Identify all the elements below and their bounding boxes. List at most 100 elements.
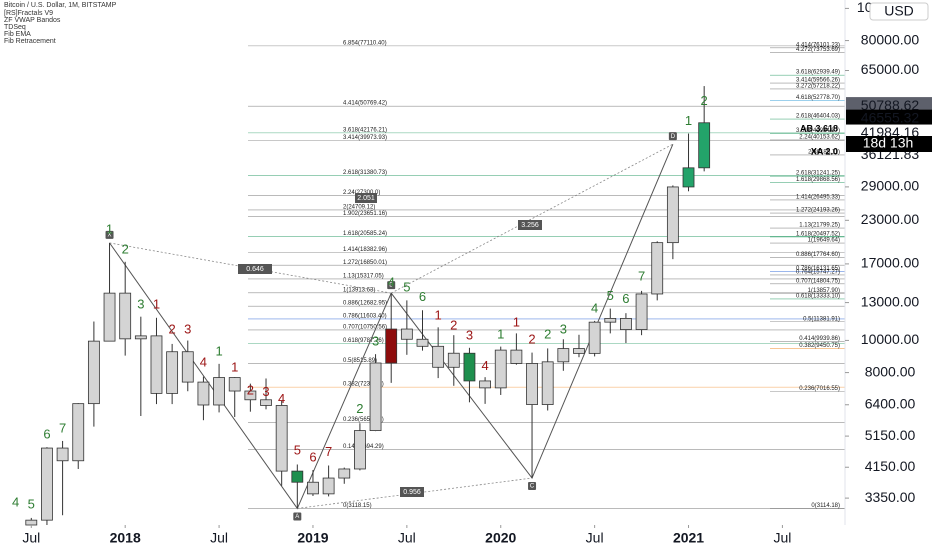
candle-body [447,352,460,368]
ab-badge: AB 3.618 [800,123,838,133]
fib-label: 0.707(14804.75) [796,278,840,284]
fib-label: 1.618(20585.24) [343,231,387,237]
pattern-point-label: A [295,514,299,520]
x-tick-label: 2018 [110,530,141,546]
legend-line: Fib Retracement [4,38,56,45]
y-tick-label: 5150.00 [865,427,916,443]
y-tick-label: 29000.00 [861,178,920,194]
td-count: 1 [106,221,113,236]
fib-label: 0.786(16131.65) [796,266,840,272]
candle-body [635,293,648,330]
candle-body [119,292,132,340]
td-count: 5 [403,279,410,294]
candle-body [463,352,476,382]
td-count: 6 [622,291,629,306]
td-count: 4 [200,354,207,369]
fib-label: 1(13857.90) [808,288,840,294]
candle-body [41,447,53,521]
pattern-point-box [387,281,396,290]
candle-body [557,348,570,363]
legend-line: ZF VWAP Bandos [4,17,61,24]
candle-body [166,351,179,394]
fib-label: 1.13(21799.25) [799,223,840,229]
y-tick-label: 13000.00 [861,293,920,309]
fib-label: 0.886(17764.60) [796,252,840,258]
fib-label: 0.707(10750.56) [343,325,387,331]
td-count: 3 [184,321,191,336]
candle-body [354,430,366,470]
candle-body [72,403,85,462]
td-count: 1 [497,326,504,341]
fib-label: 4.414(76101.23) [796,42,840,48]
y-tick-label: 10000.00 [861,331,920,347]
x-tick-label: Jul [586,530,604,546]
fib-label: 3.618(41984.97) [796,128,840,134]
td-count: 5 [294,443,301,458]
td-count: 4 [388,274,395,289]
candle-body [87,340,100,405]
fib-label: 1.618(29868.56) [796,177,840,183]
fib-label: 0.764(15747.27) [796,270,840,276]
timer-box [846,136,932,152]
candle-body [494,349,507,389]
x-tick-label: Jul [22,530,40,546]
td-count: 1 [685,113,692,128]
candle-body [416,338,429,347]
td-count: 6 [43,426,50,441]
td-count: 7 [59,420,66,435]
ratio-box [355,193,377,203]
td-count: 4 [591,300,598,315]
currency[interactable]: USD [884,3,914,19]
x-tick-label: 2020 [485,530,516,546]
candle-body [526,363,538,405]
td-count: 5 [28,497,35,512]
ratio-label: 0.646 [246,266,264,273]
pattern-point-label: X [108,232,112,238]
td-count: 7 [638,269,645,284]
candle-body [541,361,554,405]
x-tick-label: Jul [773,530,791,546]
fib-label: 1(13913.63) [343,287,375,293]
pattern-point-box [528,482,537,491]
candle-body [620,317,632,330]
fib-label: 4.618(52778.70) [796,95,840,101]
currency-box[interactable] [869,2,929,21]
candle-body [275,405,288,472]
candle-body [181,351,194,383]
timer: 18d 13h [863,135,914,151]
candle-body [25,519,38,526]
td-count: 1 [513,314,520,329]
x-tick-label: Jul [210,530,228,546]
pattern-ratio-line [297,477,533,509]
candle-body [432,345,445,368]
legend-line: [RS]Fractals V9 [4,10,53,17]
candle-body [682,167,695,188]
td-count: 1 [153,296,160,311]
fib-label: 0.5(11381.91) [803,316,840,322]
fib-label: 0.886(12682.95) [343,301,387,307]
candle-body [385,328,398,364]
fib-label: 1.13(15317.05) [343,274,384,280]
fib-label: 0(3114.18) [811,503,840,509]
candle-body [244,390,257,401]
plot-area: 6.854(77110.40) 4.414(50769.42) 3.618(4217… [12,40,845,526]
fib-label: 2.618(31241.25) [796,171,840,177]
fib-label: 0.236(7016.55) [799,386,840,392]
candle-body [134,335,147,340]
td-count: 7 [325,444,332,459]
ratio-box [518,220,542,230]
fib-label: 1.272(24193.26) [796,208,840,214]
fib-label: 0.618(9787.76) [343,338,384,344]
td-count: 3 [262,384,269,399]
candle-body [103,292,116,342]
y-tick-label: 3350.00 [865,489,916,505]
fib-label: 0.382(9450.75) [799,343,840,349]
td-count: 2 [701,93,708,108]
fib-label: 2(24709.12) [343,205,375,211]
td-count: 3 [372,333,379,348]
td-count: 2 [356,401,363,416]
fib-label: 1.272(16850.01) [343,260,387,266]
ratio-labels: 0.646 2.051 3.256 0.956 [238,193,542,497]
fib-label: 2.618(31380.73) [343,170,387,176]
td-count: 4 [278,391,285,406]
